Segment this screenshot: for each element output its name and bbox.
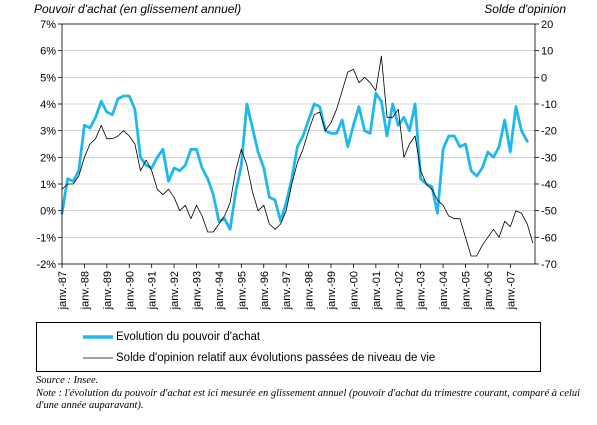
method-note: Note : l'évolution du pouvoir d'achat es… [36, 387, 581, 412]
x-tick-label: janv.-96 [259, 271, 271, 310]
x-tick-label: janv.-95 [236, 271, 248, 310]
series-line-opinion-balance [61, 55, 534, 257]
x-tick-label: janv.-00 [348, 271, 360, 310]
x-tick-label: janv.-87 [57, 271, 69, 310]
x-tick-label: janv.-02 [393, 271, 405, 310]
left-tick-label: 7% [40, 19, 56, 31]
x-tick-label: janv.-99 [326, 271, 338, 310]
x-tick-label: janv.-06 [483, 271, 495, 310]
x-tick-label: janv.-04 [438, 271, 450, 310]
right-tick-label: -50 [541, 206, 557, 218]
left-axis-title: Pouvoir d'achat (en glissement annuel) [34, 2, 241, 16]
x-tick-label: janv.-88 [79, 271, 91, 310]
x-tick-label: janv.-07 [505, 271, 517, 310]
x-tick-label: janv.-92 [169, 271, 181, 310]
legend-swatch-purchasing-power [83, 335, 113, 339]
x-tick-label: janv.-98 [304, 271, 316, 310]
left-tick-label: 5% [40, 72, 56, 84]
left-tick-label: 2% [40, 152, 56, 164]
x-tick-label: janv.-97 [281, 271, 293, 310]
x-tick-label: janv.-93 [192, 271, 204, 310]
right-tick-label: -10 [541, 99, 557, 111]
right-tick-label: -20 [541, 126, 557, 138]
right-axis-ticks: -70 -60 -50 -40 -30 -20 -10 0 10 20 [535, 19, 557, 271]
left-axis-ticks: -2% -1% 0% 1% 2% 3% 4% 5% 6% 7% [36, 19, 62, 271]
x-tick-label: janv.-03 [416, 271, 428, 310]
series-layer [60, 55, 534, 257]
x-tick-label: janv.-90 [124, 271, 136, 310]
legend-label-opinion-balance: Solde d'opinion relatif aux évolutions p… [116, 352, 436, 364]
right-tick-label: -30 [541, 152, 557, 164]
left-tick-label: 1% [40, 179, 56, 191]
x-tick-label: janv.-05 [461, 271, 473, 310]
right-tick-label: -60 [541, 232, 557, 244]
line-chart: Pouvoir d'achat (en glissement annuel) S… [34, 2, 566, 310]
source-note: Source : Insee. [36, 375, 99, 386]
right-tick-label: 10 [541, 46, 553, 58]
right-tick-label: -40 [541, 179, 557, 191]
x-tick-label: janv.-89 [102, 271, 114, 310]
series-line-purchasing-power [60, 91, 529, 231]
chart-notes: Source : Insee. Note : l'évolution du po… [36, 375, 588, 413]
chart-legend: Evolution du pouvoir d'achat Solde d'opi… [36, 322, 541, 372]
x-axis-ticks: janv.-87 janv.-88 janv.-89 janv.-90 janv.-91… [57, 264, 517, 310]
left-tick-label: -2% [36, 259, 56, 271]
plot-frame [61, 23, 536, 265]
right-tick-label: 0 [541, 72, 547, 84]
x-tick-label: janv.-91 [147, 271, 159, 310]
left-tick-label: 4% [40, 99, 56, 111]
x-tick-label: janv.-94 [214, 271, 226, 310]
x-tick-label: janv.-01 [371, 271, 383, 310]
right-axis-title: Solde d'opinion [484, 2, 566, 16]
right-tick-label: 20 [541, 19, 553, 31]
legend-swatch-opinion-balance [83, 357, 113, 359]
right-tick-label: -70 [541, 259, 557, 271]
left-tick-label: -1% [36, 232, 56, 244]
left-tick-label: 3% [40, 126, 56, 138]
left-tick-label: 6% [40, 46, 56, 58]
legend-label-purchasing-power: Evolution du pouvoir d'achat [116, 331, 261, 343]
left-tick-label: 0% [40, 206, 56, 218]
